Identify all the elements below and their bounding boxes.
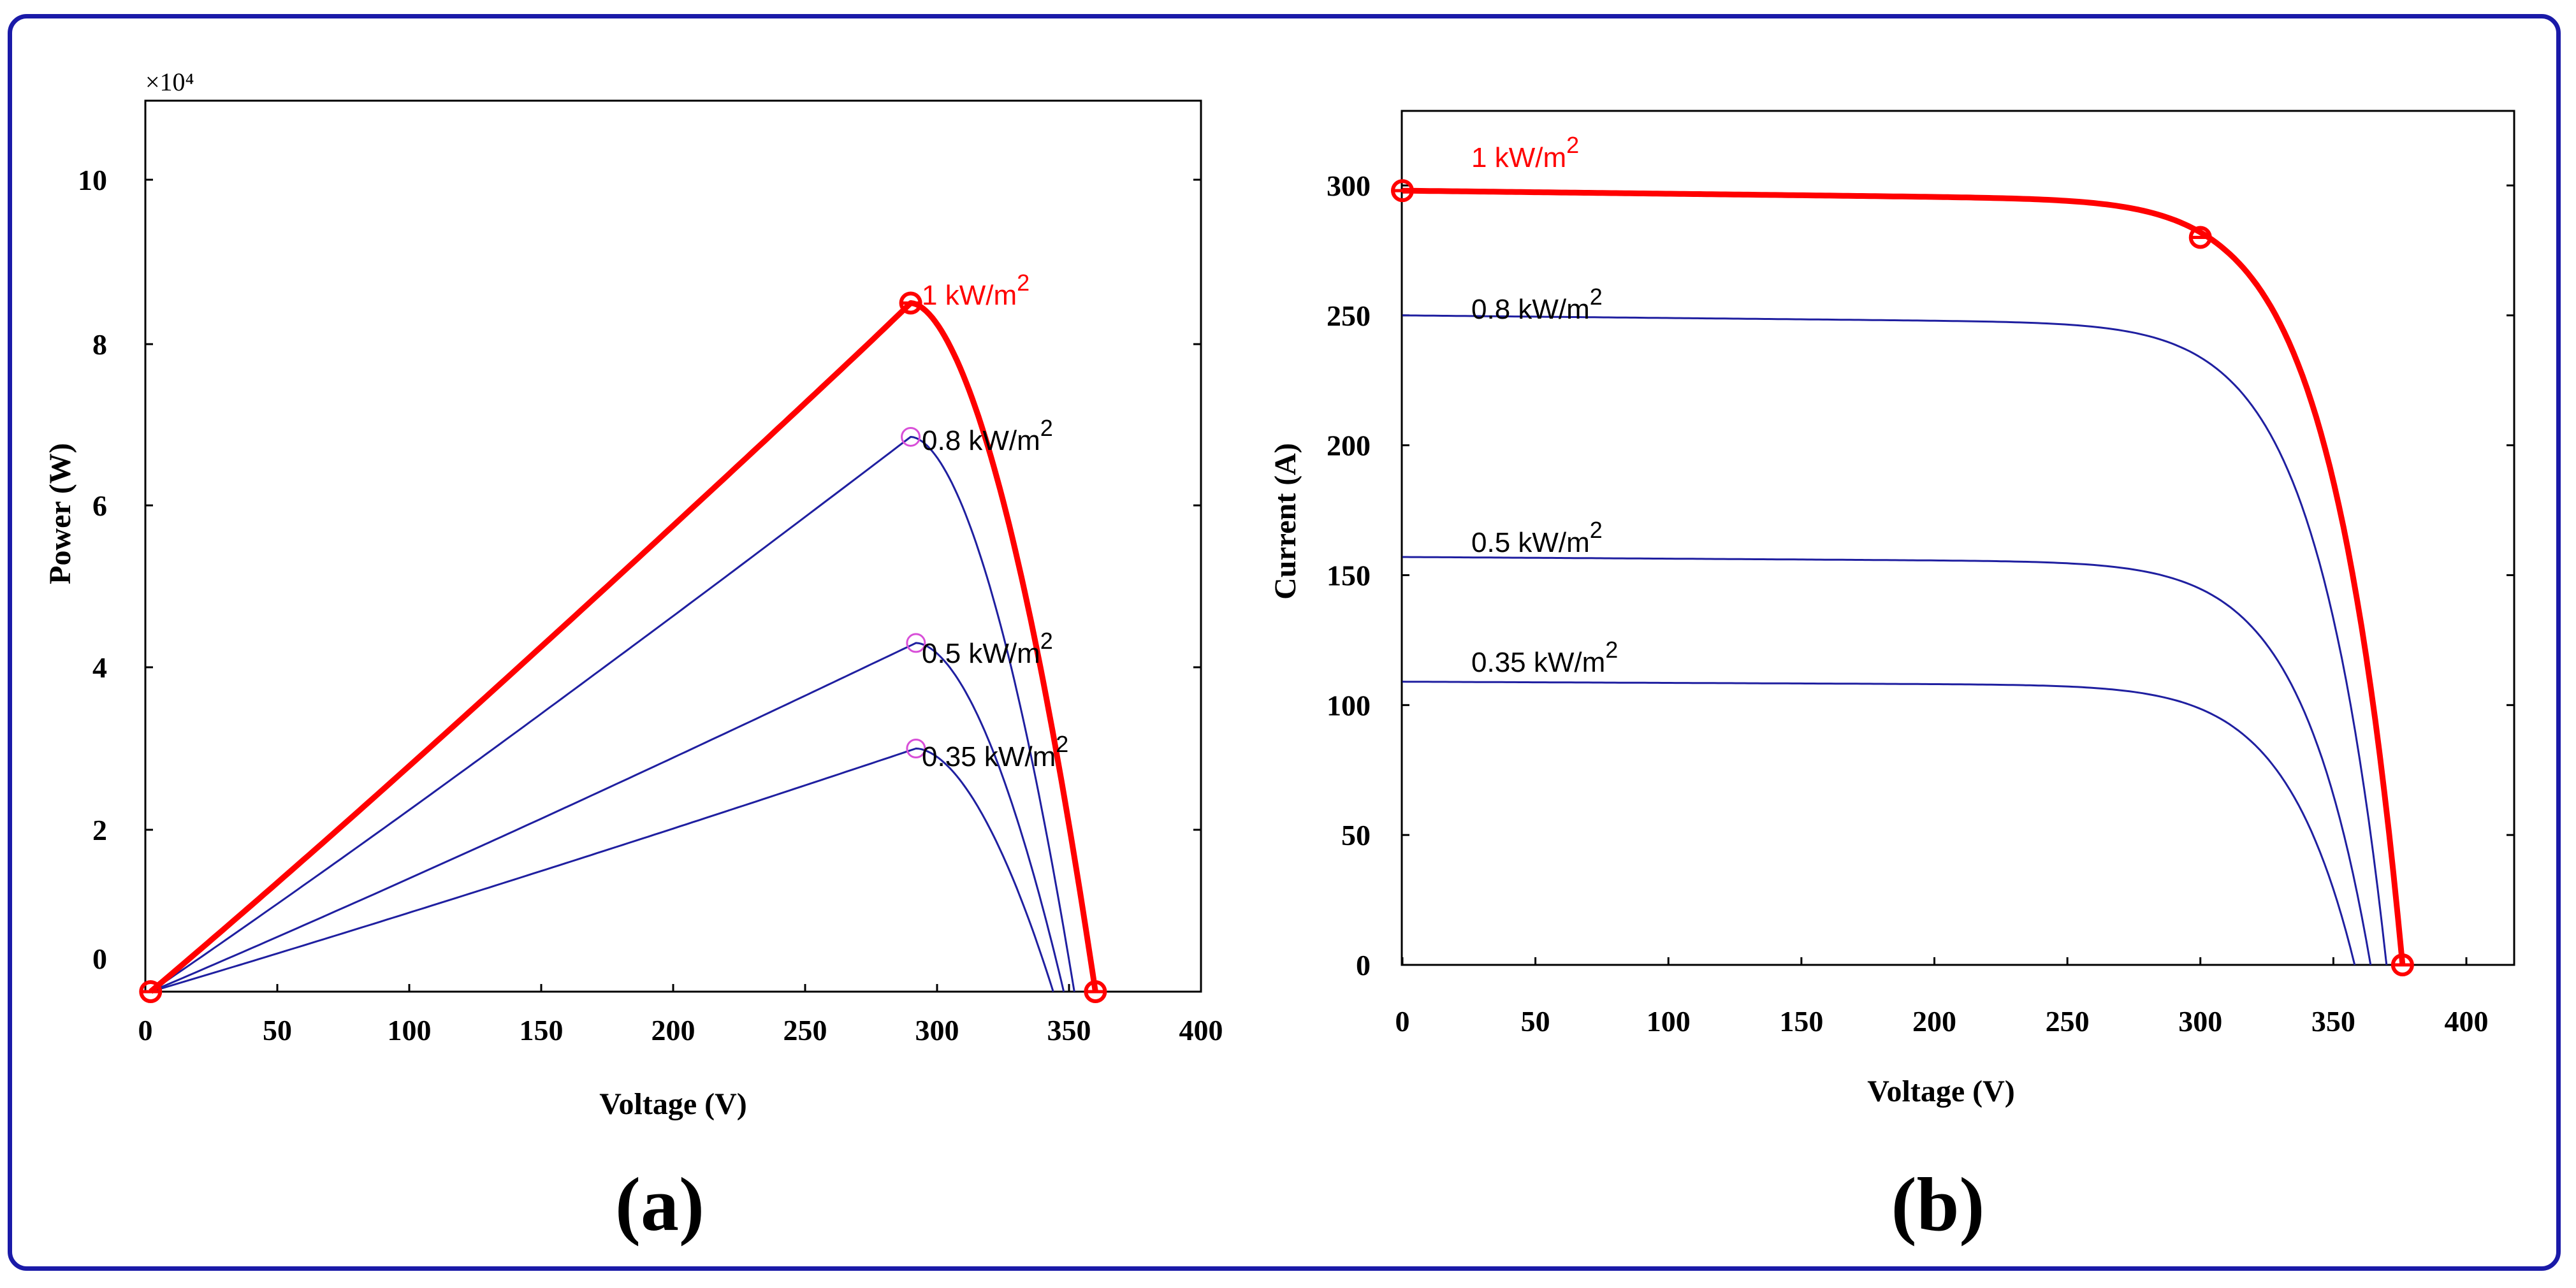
y-tick-label-a: 0	[92, 943, 107, 975]
curve-label-sup-a: 2	[1017, 270, 1030, 296]
y-axis-label-a: Power (W)	[43, 443, 77, 584]
curve-label-sup-b: 2	[1566, 132, 1579, 158]
series-line-a	[150, 436, 1075, 993]
series-line-b	[1402, 681, 2356, 966]
panel-b: 0 50 100 150 200 250 300 350 400 0 50 100 150 200 250 3…	[1269, 110, 2515, 1247]
panel-caption-a: (a)	[615, 1162, 704, 1247]
series-line-a	[150, 748, 1054, 993]
x-axis-label-b: Voltage (V)	[1867, 1075, 2015, 1108]
curve-label-sup-a: 2	[1040, 628, 1053, 654]
x-tick-label-a: 150	[520, 1014, 564, 1046]
curve-label-sup-b: 2	[1605, 637, 1618, 663]
panel-caption-b: (b)	[1891, 1162, 1985, 1247]
y-tick-label-a: 8	[92, 328, 107, 361]
y-axis-label-b: Current (A)	[1269, 443, 1302, 600]
y-tick-label-b: 50	[1341, 819, 1371, 851]
data-marker-a	[906, 633, 926, 653]
y-tick-label-b: 0	[1356, 949, 1371, 981]
curve-label-sup-b: 2	[1590, 284, 1603, 310]
y-tick-label-b: 150	[1327, 560, 1371, 592]
x-tick-label-b: 250	[2046, 1005, 2090, 1038]
markers-a	[139, 291, 1107, 1003]
curves-a	[149, 300, 1098, 994]
y-tick-label-a: 4	[92, 651, 107, 684]
curve-label-sup-b: 2	[1590, 517, 1603, 543]
x-tick-label-b: 50	[1521, 1005, 1550, 1038]
y-tick-label-b: 100	[1327, 689, 1371, 721]
x-tick-label-b: 200	[1912, 1005, 1956, 1038]
y-tick-label-b: 200	[1327, 430, 1371, 462]
curves-b	[1402, 187, 2406, 966]
x-tick-label-b: 0	[1395, 1005, 1410, 1038]
x-tick-label-a: 50	[263, 1014, 292, 1046]
y-tick-label-a: 2	[92, 814, 107, 846]
x-axis-label-a: Voltage (V)	[599, 1087, 747, 1121]
y-exponent-a: ×10⁴	[145, 68, 194, 96]
x-tick-label-a: 0	[138, 1014, 153, 1046]
x-tick-label-b: 400	[2445, 1005, 2489, 1038]
y-tick-label-b: 300	[1327, 170, 1371, 202]
x-tick-label-a: 250	[783, 1014, 827, 1046]
ticks-b: 0 50 100 150 200 250 300 350 400 0 50 100 150 200 250 3…	[1327, 170, 2514, 1038]
plot-area-b	[1401, 110, 2515, 966]
series-line-a	[150, 642, 1065, 993]
series-line-a	[149, 300, 1098, 994]
x-tick-label-b: 150	[1779, 1005, 1823, 1038]
x-tick-label-a: 100	[388, 1014, 432, 1046]
curve-label-sup-a: 2	[1056, 731, 1068, 757]
x-tick-label-a: 300	[915, 1014, 959, 1046]
y-tick-label-a: 6	[92, 489, 107, 522]
series-line-b	[1402, 187, 2406, 966]
x-tick-label-a: 350	[1047, 1014, 1091, 1046]
data-marker-a	[906, 739, 926, 758]
x-tick-label-a: 200	[651, 1014, 695, 1046]
data-marker-a	[901, 426, 921, 447]
x-tick-label-b: 300	[2178, 1005, 2222, 1038]
y-tick-label-a: 10	[78, 164, 107, 196]
curve-label-sup-a: 2	[1040, 415, 1053, 441]
x-tick-label-b: 350	[2311, 1005, 2355, 1038]
markers-b	[1391, 179, 2414, 976]
x-tick-label-b: 100	[1647, 1005, 1691, 1038]
series-line-b	[1402, 314, 2388, 966]
ticks-a: 0 50 100 150 200 250 300 350 400 0 2 4 6 8 10	[78, 164, 1223, 1046]
x-tick-label-a: 400	[1179, 1014, 1223, 1046]
y-tick-label-b: 250	[1327, 300, 1371, 332]
series-line-b	[1402, 556, 2372, 966]
